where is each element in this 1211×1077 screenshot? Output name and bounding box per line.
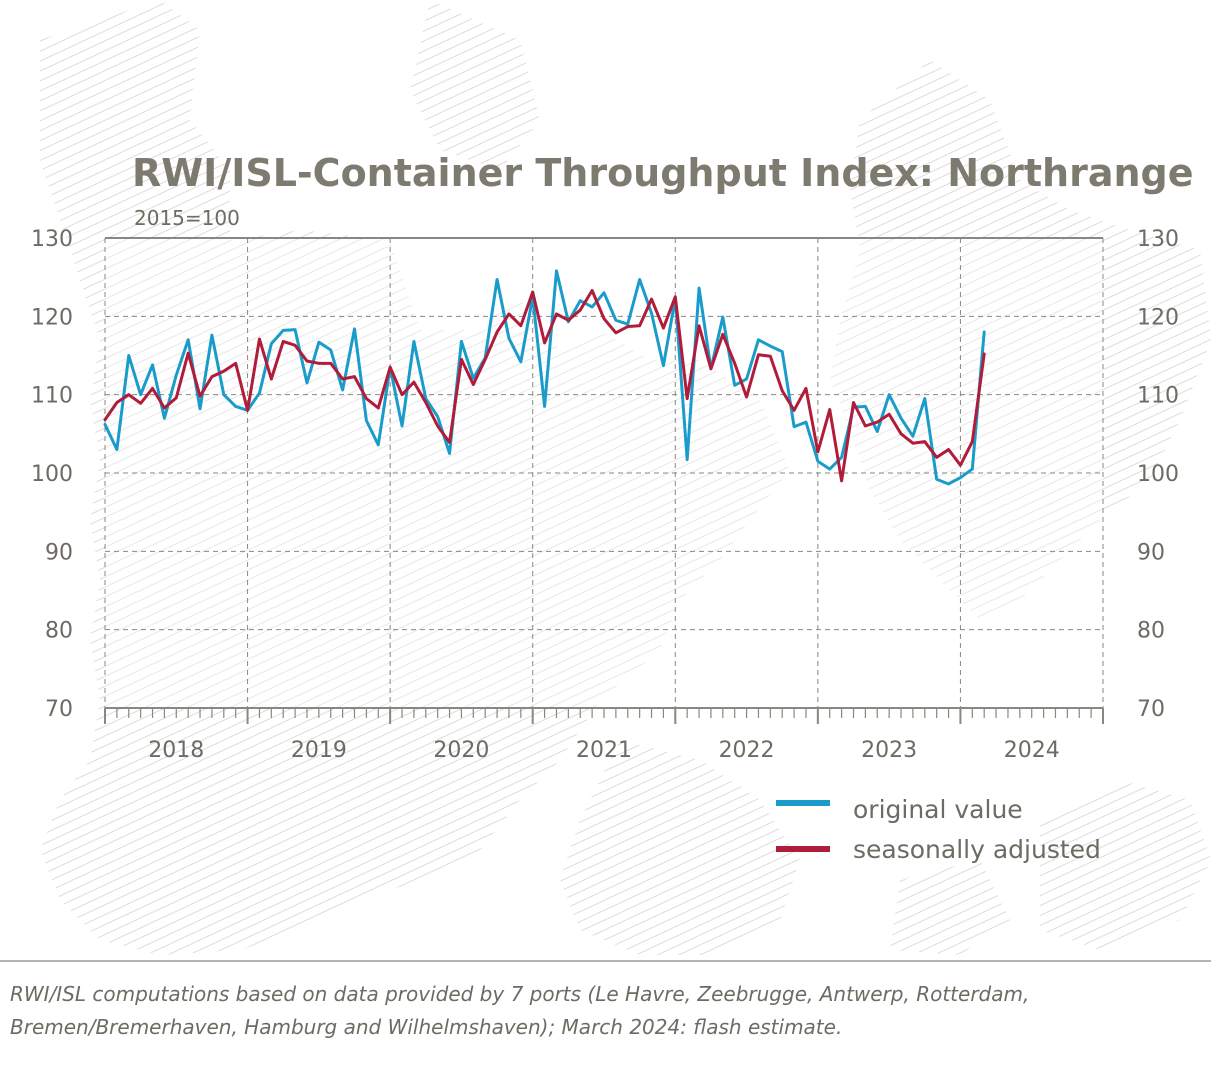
y-tick-label-left: 80 bbox=[45, 619, 73, 644]
legend: original value seasonally adjusted bbox=[776, 795, 1101, 864]
y-tick-label-right: 90 bbox=[1137, 540, 1165, 565]
x-axis-ticks bbox=[104, 708, 1104, 724]
y-tick-label-right: 120 bbox=[1137, 305, 1179, 330]
chart-title: RWI/ISL-Container Throughput Index: Nort… bbox=[132, 151, 1194, 195]
legend-label-original: original value bbox=[853, 795, 1023, 824]
y-tick-label-left: 90 bbox=[45, 540, 73, 565]
y-tick-label-right: 70 bbox=[1137, 697, 1165, 722]
y-tick-label-right: 80 bbox=[1137, 619, 1165, 644]
footnote-line-1: RWI/ISL computations based on data provi… bbox=[10, 982, 1030, 1006]
y-tick-label-left: 70 bbox=[45, 697, 73, 722]
y-tick-label-right: 100 bbox=[1137, 462, 1179, 487]
year-label: 2022 bbox=[719, 738, 775, 763]
footnote: RWI/ISL computations based on data provi… bbox=[10, 978, 1200, 1044]
series-lines bbox=[103, 269, 986, 486]
y-axis-right-labels: 70 80 90 100 110 120 130 bbox=[1137, 227, 1179, 722]
year-label: 2018 bbox=[148, 738, 204, 763]
y-tick-label-left: 100 bbox=[31, 462, 73, 487]
x-axis-year-labels: 2018 2019 2020 2021 2022 2023 2024 bbox=[148, 738, 1059, 763]
footnote-line-2: Bremen/Bremerhaven, Hamburg and Wilhelms… bbox=[10, 1015, 843, 1039]
year-label: 2019 bbox=[291, 738, 347, 763]
year-label: 2020 bbox=[433, 738, 489, 763]
series-line-seasonally-adjusted bbox=[103, 288, 986, 483]
y-tick-label-left: 120 bbox=[31, 305, 73, 330]
year-label: 2023 bbox=[861, 738, 917, 763]
y-tick-label-right: 110 bbox=[1137, 384, 1179, 409]
year-label: 2024 bbox=[1004, 738, 1060, 763]
chart-subtitle: 2015=100 bbox=[134, 206, 240, 230]
year-label: 2021 bbox=[576, 738, 632, 763]
y-tick-label-right: 130 bbox=[1137, 227, 1179, 252]
plot-area: 70 80 90 100 110 120 130 70 80 90 100 110 120 130 20… bbox=[31, 227, 1179, 763]
legend-label-seasonally-adjusted: seasonally adjusted bbox=[853, 835, 1101, 864]
y-axis-left-labels: 70 80 90 100 110 120 130 bbox=[31, 227, 73, 722]
y-tick-label-left: 130 bbox=[31, 227, 73, 252]
y-tick-label-left: 110 bbox=[31, 384, 73, 409]
